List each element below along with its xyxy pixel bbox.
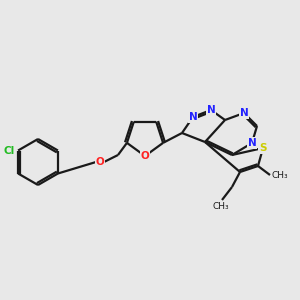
Text: N: N (248, 138, 256, 148)
Text: O: O (96, 157, 104, 167)
Text: CH₃: CH₃ (272, 170, 289, 179)
Text: S: S (259, 143, 267, 153)
Text: N: N (240, 108, 248, 118)
Text: N: N (189, 112, 197, 122)
Text: O: O (141, 151, 149, 161)
Text: N: N (207, 105, 215, 115)
Text: CH₃: CH₃ (213, 202, 229, 211)
Text: Cl: Cl (4, 146, 15, 157)
